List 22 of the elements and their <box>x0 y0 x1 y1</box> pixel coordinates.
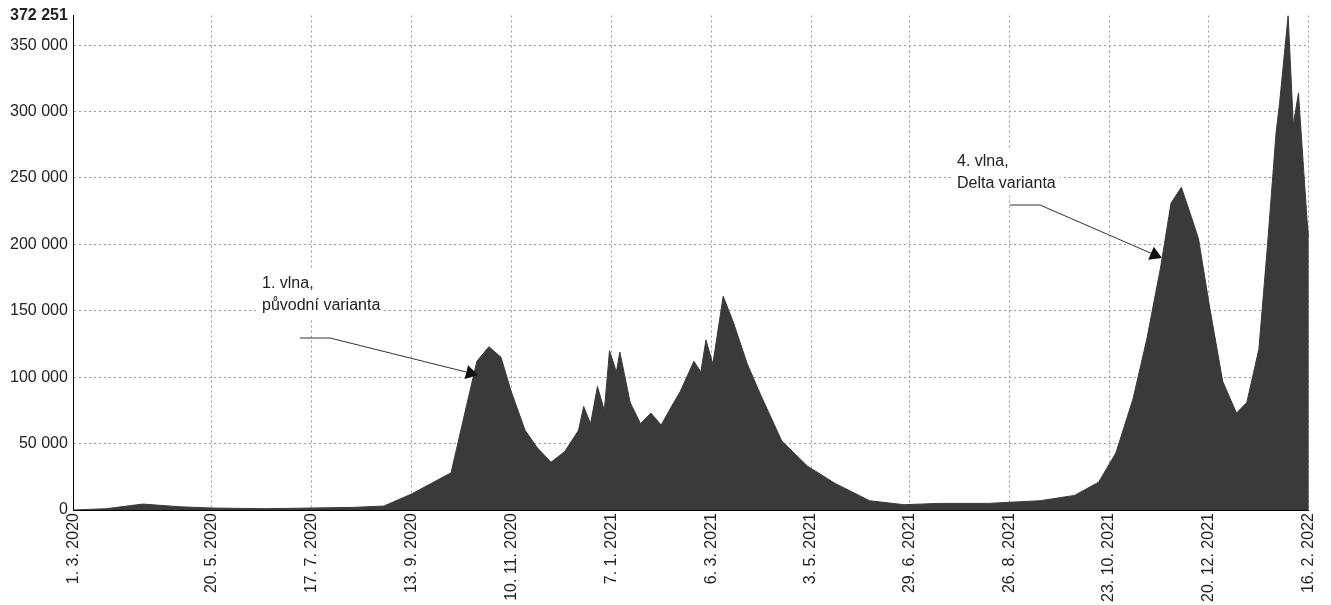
x-tick-label: 13. 9. 2020 <box>401 512 419 594</box>
y-tick-label: 250 000 <box>9 168 68 186</box>
y-tick-label: 372 251 <box>9 6 68 24</box>
y-tick-label: 150 000 <box>9 301 68 319</box>
y-tick-label: 50 000 <box>18 434 68 452</box>
x-tick-label: 20. 12. 2021 <box>1199 512 1217 602</box>
y-tick-label: 300 000 <box>9 101 68 119</box>
x-tick-label: 23. 10. 2021 <box>1099 512 1117 602</box>
x-tick-label: 16. 2. 2022 <box>1299 512 1317 594</box>
x-tick-label: 7. 1. 2021 <box>601 512 619 585</box>
y-tick-label: 350 000 <box>9 35 68 53</box>
annotation: 4. vlna, Delta varianta <box>953 148 1060 196</box>
x-tick-label: 26. 8. 2021 <box>999 512 1017 594</box>
y-tick-label: 200 000 <box>9 234 68 252</box>
x-tick-label: 10. 11. 2020 <box>501 512 519 601</box>
annotation: 1. vlna, původní varianta <box>258 270 385 318</box>
x-tick-label: 3. 5. 2021 <box>801 512 819 585</box>
x-tick-label: 29. 6. 2021 <box>899 512 917 594</box>
x-tick-label: 6. 3. 2021 <box>701 512 719 585</box>
x-tick-label: 17. 7. 2020 <box>301 512 319 594</box>
y-tick-label: 100 000 <box>9 367 68 385</box>
x-tick-label: 20. 5. 2020 <box>202 512 220 594</box>
